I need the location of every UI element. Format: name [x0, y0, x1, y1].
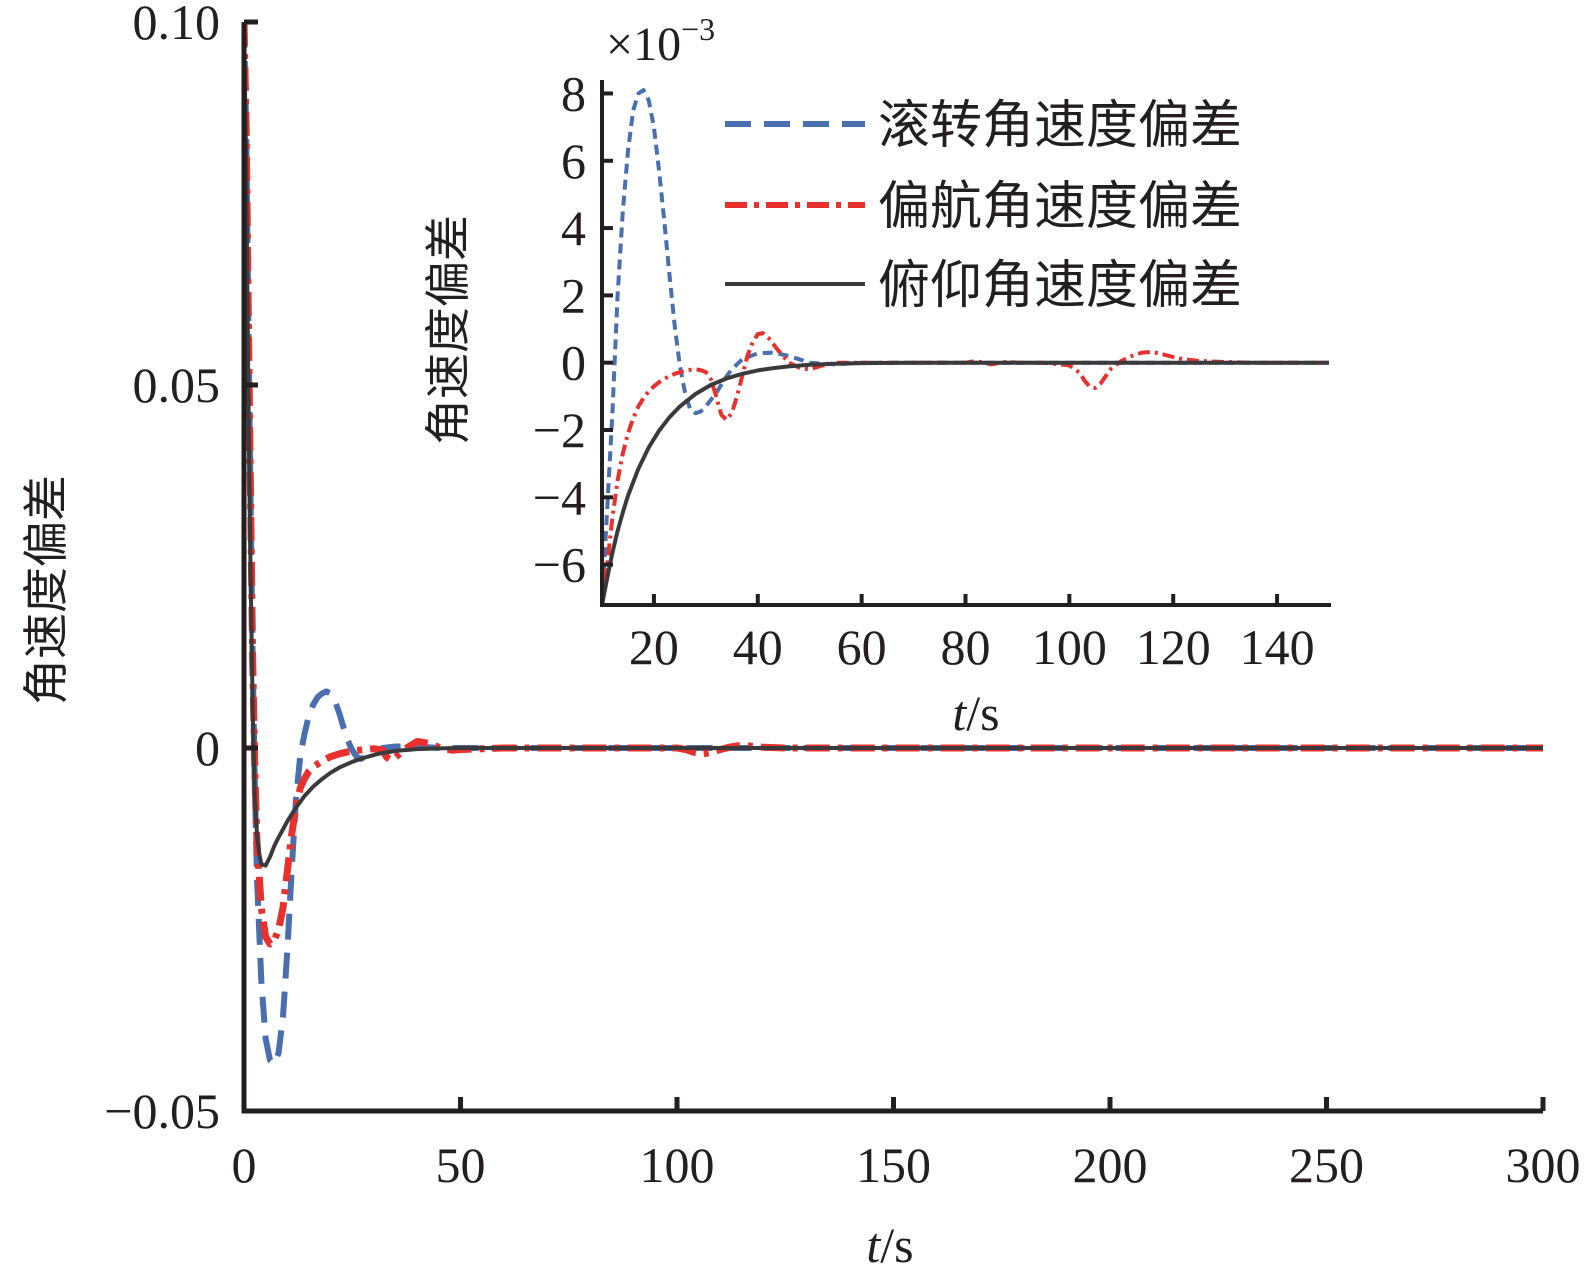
- main-series-group: [244, 21, 1543, 1067]
- legend-label-roll: 滚转角速度偏差: [878, 96, 1242, 156]
- main-y-ticks: −0.05 0 0.05 0.10: [104, 0, 258, 1139]
- inset-y-tick-label: −2: [533, 402, 586, 458]
- inset-x-tick-label: 120: [1136, 619, 1211, 675]
- main-y-tick-label: −0.05: [104, 1083, 220, 1139]
- main-x-tick-label: 100: [640, 1137, 715, 1193]
- inset-x-tick-label: 100: [1032, 619, 1107, 675]
- inset-x-axis-title: t/s: [952, 685, 999, 741]
- inset-x-tick-label: 60: [837, 619, 887, 675]
- inset-x-axis-unit: /s: [966, 685, 999, 741]
- inset-y-tick-label: 0: [561, 335, 586, 391]
- inset-y-tick-label: 6: [561, 133, 586, 189]
- legend-label-yaw: 偏航角速度偏差: [878, 177, 1242, 237]
- inset-multiplier-exponent: −3: [681, 11, 715, 47]
- inset-y-tick-label: −6: [533, 537, 586, 593]
- legend: 滚转角速度偏差 偏航角速度偏差 俯仰角速度偏差: [725, 96, 1242, 316]
- inset-y-ticks: −6 −4 −2 0 2 4 6 8: [533, 65, 613, 593]
- inset-multiplier-base: ×10: [606, 18, 681, 71]
- main-x-axis-title: t/s: [866, 1217, 913, 1273]
- inset-x-tick-label: 40: [733, 619, 783, 675]
- main-x-tick-label: 250: [1289, 1137, 1364, 1193]
- legend-label-pitch: 俯仰角速度偏差: [878, 256, 1242, 316]
- inset-series-group: [602, 88, 1329, 606]
- inset-x-tick-label: 20: [629, 619, 679, 675]
- main-x-tick-label: 150: [856, 1137, 931, 1193]
- main-y-tick-label: 0.05: [133, 357, 221, 413]
- inset-series-line-yaw: [602, 331, 1329, 606]
- main-x-ticks: 0 50 100 150 200 250 300: [232, 1097, 1581, 1193]
- inset-x-tick-label: 140: [1240, 619, 1315, 675]
- main-x-axis-unit: /s: [880, 1217, 913, 1273]
- main-y-axis-title: 角速度偏差: [19, 475, 73, 705]
- main-x-axis-var: t: [866, 1217, 881, 1273]
- main-y-tick-label: 0: [195, 720, 220, 776]
- inset-background: [601, 80, 1329, 605]
- main-x-tick-label: 200: [1073, 1137, 1148, 1193]
- main-series-line-pitch: [244, 21, 1543, 868]
- inset-x-ticks: 20 40 60 80 100 120 140: [629, 594, 1315, 675]
- main-y-tick-label: 0.10: [133, 0, 221, 50]
- inset-series-line-pitch: [602, 360, 1329, 606]
- inset-y-tick-label: 4: [561, 200, 586, 256]
- inset-y-tick-label: 2: [561, 267, 586, 323]
- inset-series-line-roll: [602, 88, 1329, 606]
- legend-item-pitch: 俯仰角速度偏差: [725, 256, 1242, 316]
- inset-y-axis-title: 角速度偏差: [421, 215, 475, 445]
- inset-y-multiplier: ×10−3: [606, 11, 715, 71]
- main-x-tick-label: 300: [1506, 1137, 1581, 1193]
- main-x-tick-label: 0: [232, 1137, 257, 1193]
- inset-plot: 20 40 60 80 100 120 140 −6 −4 −2 0 2 4 6 8 ×10−3 角速度偏…: [421, 11, 1331, 741]
- inset-x-axis-var: t: [952, 685, 967, 741]
- inset-y-tick-label: −4: [533, 469, 586, 525]
- legend-item-roll: 滚转角速度偏差: [725, 96, 1242, 156]
- inset-y-tick-label: 8: [561, 65, 586, 121]
- legend-item-yaw: 偏航角速度偏差: [725, 177, 1242, 237]
- inset-x-tick-label: 80: [941, 619, 991, 675]
- main-x-tick-label: 50: [436, 1137, 486, 1193]
